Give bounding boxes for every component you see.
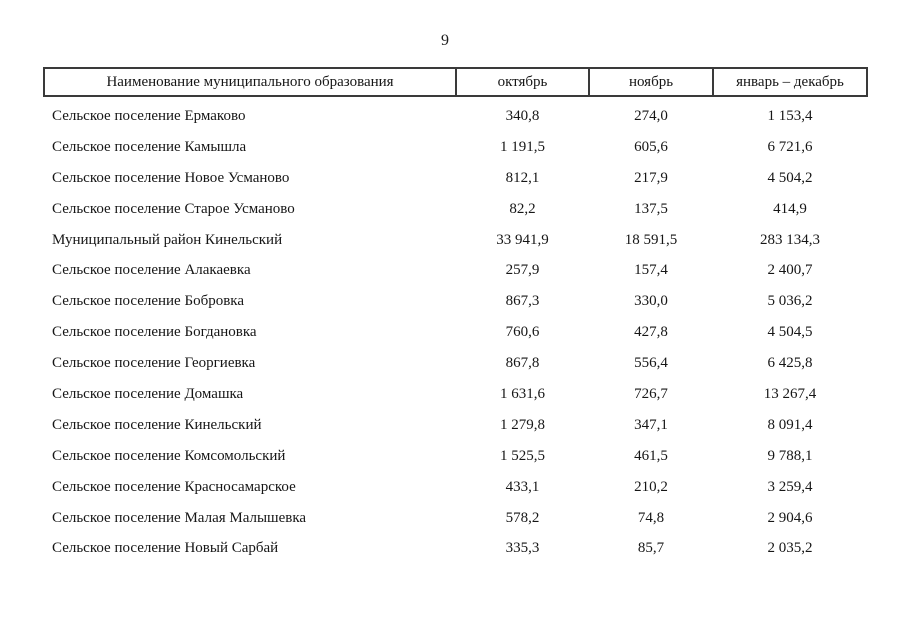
january-december-value-cell: 3 259,4: [767, 478, 813, 495]
table-row: Сельское поселение Малая Малышевка 578,2…: [44, 503, 867, 534]
january-december-value-cell: 4 504,2: [767, 169, 813, 186]
november-value-cell: 210,2: [634, 478, 668, 495]
municipality-name-cell: Сельское поселение Новое Усманово: [52, 169, 290, 186]
october-value-cell: 257,9: [505, 262, 540, 279]
october-value-cell: 82,2: [509, 200, 536, 217]
municipality-name-cell: Сельское поселение Старое Усманово: [52, 200, 295, 217]
january-december-value-cell: 2 035,2: [767, 540, 813, 557]
october-value-cell: 340,8: [505, 107, 540, 124]
october-value-cell: 812,1: [505, 169, 540, 186]
page-number: 9: [441, 32, 449, 49]
november-value-cell: 347,1: [634, 416, 668, 433]
november-value-cell: 74,8: [637, 509, 665, 526]
january-december-value-cell: 283 134,3: [760, 231, 820, 248]
january-december-value-cell: 6 721,6: [767, 138, 813, 155]
table-row: Муниципальный район Кинельский 33 941,9 …: [44, 225, 867, 256]
municipality-name-cell: Сельское поселение Домашка: [52, 385, 244, 402]
october-value-cell: 1 279,8: [500, 416, 545, 433]
october-value-cell: 433,1: [505, 478, 540, 495]
header-cell-november: ноябрь: [588, 67, 714, 97]
october-value-cell: 867,8: [505, 355, 540, 372]
october-value-cell: 867,3: [505, 293, 540, 310]
october-value-cell: 760,6: [505, 324, 540, 341]
october-value-cell: 335,3: [505, 540, 540, 557]
table-row: Сельское поселение Домашка 1 631,6 726,7…: [44, 379, 867, 410]
table-row: Сельское поселение Старое Усманово 82,2 …: [44, 194, 867, 225]
table-row: Сельское поселение Камышла 1 191,5 605,6…: [44, 132, 867, 163]
november-value-cell: 330,0: [634, 293, 668, 310]
november-value-cell: 137,5: [634, 200, 668, 217]
municipality-name-cell: Сельское поселение Георгиевка: [52, 355, 256, 372]
municipality-name-cell: Сельское поселение Камышла: [52, 138, 247, 155]
municipality-name-cell: Сельское поселение Новый Сарбай: [52, 540, 279, 557]
municipality-name-cell: Сельское поселение Богдановка: [52, 324, 257, 341]
table-body: Сельское поселение Ермаково 340,8 274,0 …: [44, 96, 867, 564]
november-value-cell: 461,5: [634, 447, 668, 464]
header-cell-october: октябрь: [455, 67, 590, 97]
november-value-cell: 605,6: [634, 138, 668, 155]
november-value-cell: 217,9: [634, 169, 668, 186]
october-value-cell: 578,2: [505, 509, 540, 526]
november-value-cell: 556,4: [634, 355, 668, 372]
table-row: Сельское поселение Ермаково 340,8 274,0 …: [44, 96, 867, 132]
january-december-value-cell: 13 267,4: [763, 385, 817, 402]
january-december-value-cell: 5 036,2: [767, 293, 813, 310]
january-december-value-cell: 6 425,8: [767, 355, 813, 372]
municipality-name-cell: Муниципальный район Кинельский: [52, 231, 283, 248]
table-row: Сельское поселение Алакаевка 257,9 157,4…: [44, 255, 867, 286]
january-december-value-cell: 8 091,4: [767, 416, 813, 433]
municipality-name-cell: Сельское поселение Бобровка: [52, 293, 244, 310]
november-value-cell: 726,7: [634, 385, 668, 402]
table-row: Сельское поселение Комсомольский 1 525,5…: [44, 441, 867, 472]
municipality-name-cell: Сельское поселение Комсомольский: [52, 447, 286, 464]
municipality-name-cell: Сельское поселение Кинельский: [52, 416, 262, 433]
october-value-cell: 1 631,6: [500, 385, 545, 402]
january-december-value-cell: 2 400,7: [767, 262, 813, 279]
table-row: Сельское поселение Кинельский 1 279,8 34…: [44, 410, 867, 441]
january-december-value-cell: 414,9: [773, 200, 807, 217]
municipality-name-cell: Сельское поселение Малая Малышевка: [52, 509, 307, 526]
november-value-cell: 427,8: [634, 324, 668, 341]
november-value-cell: 274,0: [634, 107, 668, 124]
table-row: Сельское поселение Бобровка 867,3 330,0 …: [44, 286, 867, 317]
header-cell-municipality-name: Наименование муниципального образования: [43, 67, 457, 97]
november-value-cell: 157,4: [634, 262, 668, 279]
table-row: Сельское поселение Новый Сарбай 335,3 85…: [44, 533, 867, 564]
november-value-cell: 18 591,5: [624, 231, 678, 248]
january-december-value-cell: 4 504,5: [767, 324, 813, 341]
january-december-value-cell: 9 788,1: [767, 447, 813, 464]
table-header-row: Наименование муниципального образования …: [43, 67, 868, 97]
municipality-name-cell: Сельское поселение Красносамарское: [52, 478, 296, 495]
table-row: Сельское поселение Георгиевка 867,8 556,…: [44, 348, 867, 379]
municipality-name-cell: Сельское поселение Алакаевка: [52, 262, 251, 279]
table-row: Сельское поселение Красносамарское 433,1…: [44, 472, 867, 503]
table-row: Сельское поселение Новое Усманово 812,1 …: [44, 163, 867, 194]
november-value-cell: 85,7: [637, 540, 665, 557]
municipalities-table: Наименование муниципального образования …: [43, 67, 868, 564]
header-cell-january-december: январь – декабрь: [712, 67, 868, 97]
table-row: Сельское поселение Богдановка 760,6 427,…: [44, 317, 867, 348]
october-value-cell: 1 191,5: [500, 138, 545, 155]
october-value-cell: 33 941,9: [496, 231, 549, 248]
january-december-value-cell: 1 153,4: [767, 107, 813, 124]
october-value-cell: 1 525,5: [500, 447, 545, 464]
january-december-value-cell: 2 904,6: [767, 509, 813, 526]
municipality-name-cell: Сельское поселение Ермаково: [52, 107, 246, 124]
